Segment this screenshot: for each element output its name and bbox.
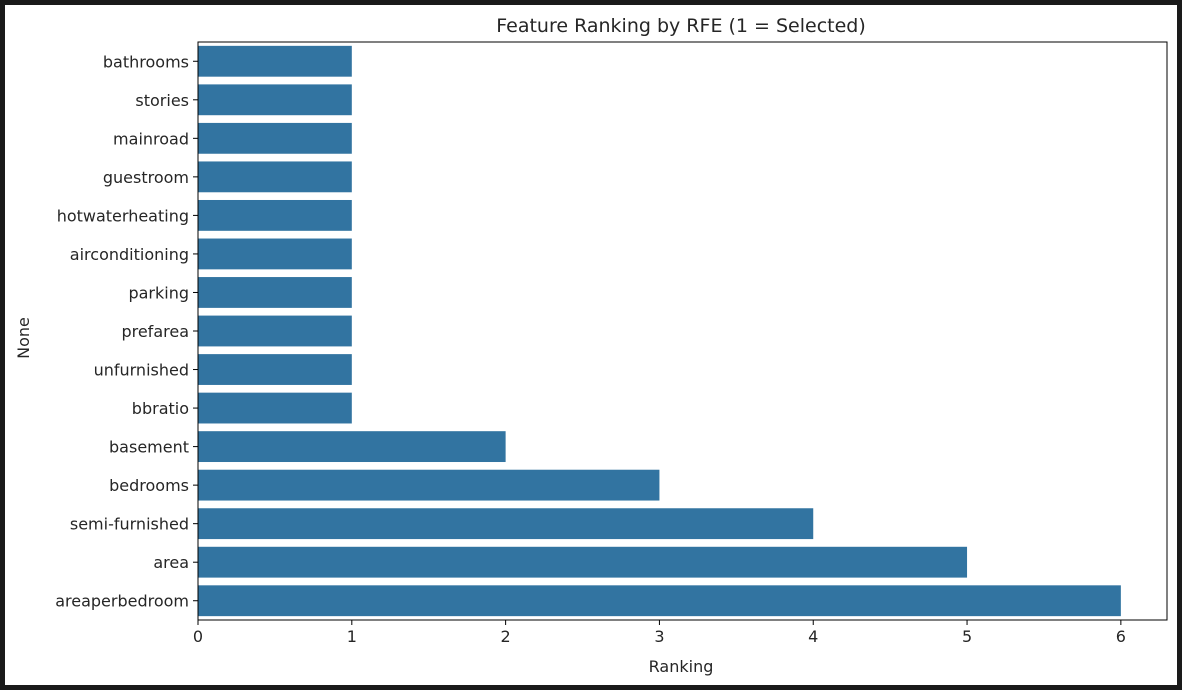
bar-unfurnished: [198, 354, 352, 385]
y-tick-label: guestroom: [103, 168, 189, 187]
y-tick-label: bathrooms: [103, 52, 189, 71]
y-tick-label: area: [153, 553, 189, 572]
y-tick-label: unfurnished: [94, 361, 189, 380]
y-tick-label: prefarea: [121, 322, 189, 341]
bars-group: [198, 45, 1121, 617]
bar-bathrooms: [198, 45, 352, 77]
bar-parking: [198, 277, 352, 308]
bar-bbratio: [198, 392, 352, 424]
x-tick-label: 5: [962, 627, 972, 646]
y-tick-label: parking: [128, 283, 189, 302]
bar-mainroad: [198, 122, 352, 154]
plot-area-frame: [197, 41, 1168, 621]
y-tick-label: bedrooms: [109, 476, 189, 495]
x-tick-label: 4: [808, 627, 818, 646]
x-tick-label: 2: [501, 627, 511, 646]
x-tick-label: 0: [193, 627, 203, 646]
y-tick-label: areaperbedroom: [55, 592, 189, 611]
y-tick-label: stories: [135, 91, 189, 110]
y-axis-label: None: [14, 317, 33, 359]
figure-frame: Feature Ranking by RFE (1 = Selected) ba…: [5, 5, 1177, 685]
bar-basement: [198, 431, 506, 463]
y-tick-label: basement: [109, 438, 189, 457]
bar-bedrooms: [198, 469, 660, 501]
x-tick-label: 6: [1116, 627, 1126, 646]
bar-airconditioning: [198, 238, 352, 270]
y-tick-group: bathrooms stories mainroad guestroom hotwate…: [55, 52, 198, 611]
y-tick-label: bbratio: [132, 399, 189, 418]
bar-prefarea: [198, 315, 352, 347]
x-tick-group: 0 1 2 3 4 5 6: [193, 620, 1126, 646]
y-tick-label: hotwaterheating: [57, 206, 189, 225]
bar-stories: [198, 84, 352, 116]
y-tick-label: mainroad: [113, 129, 189, 148]
y-tick-label: semi-furnished: [70, 515, 189, 534]
bar-hotwaterheating: [198, 199, 352, 231]
bar-guestroom: [198, 161, 352, 193]
x-tick-label: 3: [654, 627, 664, 646]
bar-areaperbedroom: [198, 585, 1121, 617]
bar-chart: Feature Ranking by RFE (1 = Selected) ba…: [14, 15, 1168, 676]
chart-title: Feature Ranking by RFE (1 = Selected): [496, 15, 866, 37]
y-tick-label: airconditioning: [70, 245, 189, 264]
x-tick-label: 1: [347, 627, 357, 646]
bar-semi-furnished: [198, 508, 814, 540]
bar-area: [198, 546, 968, 578]
x-axis-label: Ranking: [649, 657, 714, 676]
